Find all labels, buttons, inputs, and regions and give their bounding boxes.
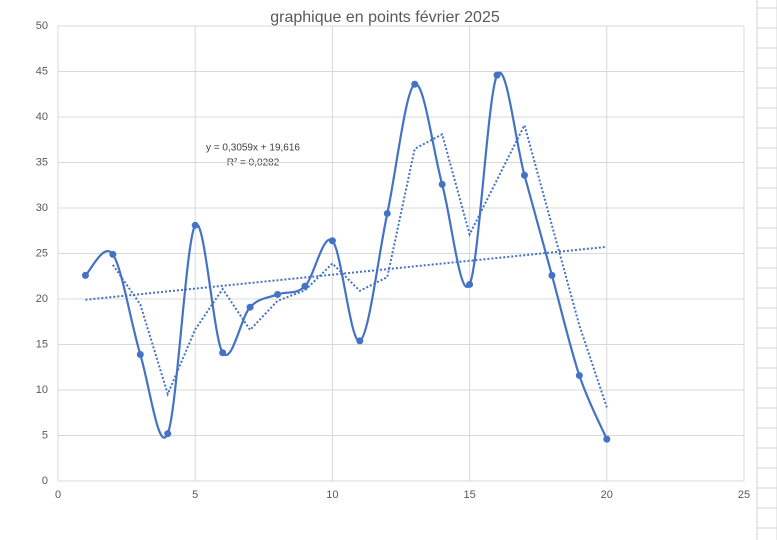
sheet-cells — [756, 0, 777, 540]
y-tick-label: 25 — [36, 247, 48, 259]
moving-average — [112, 122, 608, 408]
chart-title: graphique en points février 2025 — [270, 9, 500, 26]
data-point — [520, 171, 528, 179]
trendline — [85, 245, 607, 301]
y-tick-label: 10 — [36, 384, 48, 396]
trendline-r2: R² = 0,0282 — [227, 158, 280, 169]
y-tick-label: 50 — [36, 20, 48, 32]
data-point — [548, 271, 556, 279]
data-point — [191, 221, 199, 229]
x-tick-label: 15 — [463, 489, 475, 501]
x-tick-label: 25 — [738, 489, 750, 501]
data-point — [438, 180, 446, 188]
y-tick-label: 30 — [36, 202, 48, 214]
data-point — [109, 250, 117, 258]
y-tick-label: 5 — [42, 429, 48, 441]
data-point — [466, 280, 474, 288]
data-point — [246, 303, 254, 311]
trendline-equation: y = 0,3059x + 19,616 — [206, 143, 300, 154]
x-tick-label: 10 — [326, 489, 338, 501]
data-point — [411, 80, 419, 88]
data-point — [383, 209, 391, 217]
y-tick-label: 20 — [36, 293, 48, 305]
data-point — [164, 430, 172, 438]
data-point — [219, 349, 227, 357]
series-line — [84, 71, 608, 440]
y-tick-label: 15 — [36, 338, 48, 350]
y-tick-label: 0 — [42, 475, 48, 487]
data-point — [356, 337, 364, 345]
data-point — [301, 282, 309, 290]
data-point — [493, 71, 501, 79]
data-point — [136, 351, 144, 359]
data-point — [328, 237, 336, 245]
data-point — [81, 271, 89, 279]
y-tick-label: 45 — [36, 65, 48, 77]
y-tick-label: 40 — [36, 111, 48, 123]
data-point — [575, 371, 583, 379]
x-tick-label: 0 — [55, 489, 61, 501]
data-point — [603, 435, 611, 443]
data-point — [274, 290, 282, 298]
y-tick-label: 35 — [36, 156, 48, 168]
x-tick-label: 5 — [192, 489, 198, 501]
x-tick-label: 20 — [601, 489, 613, 501]
